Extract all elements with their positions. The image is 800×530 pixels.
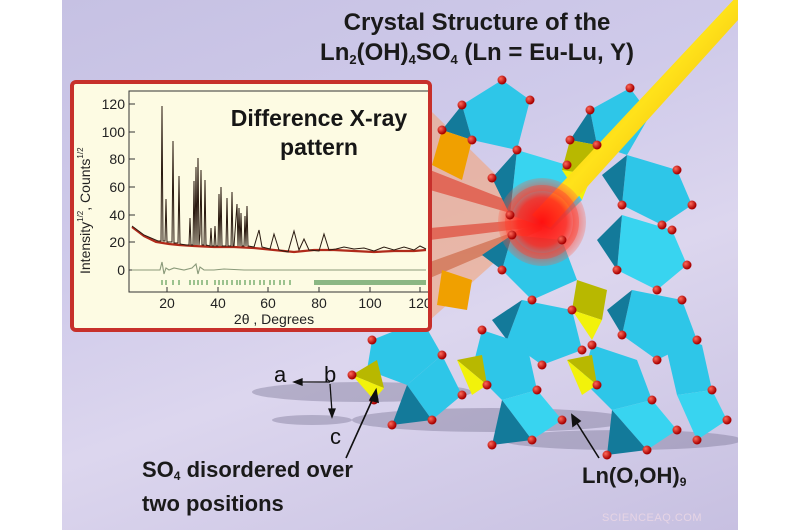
- axis-label-b: b: [324, 362, 337, 387]
- crystal-structure-art: [252, 0, 738, 460]
- axis-label-c: c: [330, 424, 341, 449]
- caption-so4: SO4 disordered over two positions: [142, 457, 353, 516]
- svg-text:40: 40: [210, 295, 226, 311]
- figure-title: Crystal Structure of the Ln2(OH)4SO4 (Ln…: [262, 8, 692, 75]
- svg-text:20: 20: [159, 295, 175, 311]
- svg-text:100: 100: [358, 295, 382, 311]
- svg-text:60: 60: [260, 295, 276, 311]
- caption-ln-polyhedra: Ln(O,OH)9: [582, 463, 687, 489]
- svg-text:40: 40: [109, 207, 125, 223]
- axis-label-a: a: [274, 362, 287, 387]
- svg-text:120: 120: [102, 96, 126, 112]
- y-axis-label: Intensity1/2, Counts1/2: [76, 147, 93, 274]
- svg-text:80: 80: [109, 151, 125, 167]
- inset-title: Difference X-ray pattern: [230, 105, 408, 160]
- difference-curve: [132, 261, 426, 275]
- reflection-markers: [161, 280, 291, 285]
- svg-text:0: 0: [117, 262, 125, 278]
- x-axis-label: 2θ , Degrees: [234, 311, 314, 327]
- svg-text:120: 120: [408, 295, 428, 311]
- svg-text:Intensity1/2, Counts1/2: Intensity1/2, Counts1/2: [76, 147, 93, 274]
- y-tick-labels: 120 100 80 60 40 20 0: [102, 96, 126, 278]
- x-ticks: [166, 287, 421, 292]
- svg-text:100: 100: [102, 124, 126, 140]
- xray-pattern-inset: 120 100 80 60 40 20 0 20 40 60 80 100 12…: [70, 80, 432, 332]
- observed-profile: [131, 105, 427, 253]
- watermark: SCIENCEAQ.COM: [602, 512, 703, 524]
- calculated-profile: [131, 226, 427, 254]
- beam-hit-glow: [498, 178, 586, 266]
- figure-canvas: Crystal Structure of the Ln2(OH)4SO4 (Ln…: [62, 0, 738, 530]
- xray-beam: [532, 0, 738, 228]
- svg-text:80: 80: [311, 295, 327, 311]
- reflection-markers-dense: [314, 280, 426, 285]
- sulfate-tetrahedra: [352, 130, 607, 400]
- xray-pattern-chart: 120 100 80 60 40 20 0 20 40 60 80 100 12…: [76, 90, 428, 327]
- svg-text:60: 60: [109, 179, 125, 195]
- y-ticks: [129, 103, 135, 271]
- title-line-1: Crystal Structure of the: [343, 9, 611, 36]
- axis-arrows: [292, 378, 336, 419]
- svg-text:20: 20: [109, 234, 125, 250]
- title-line-2: Ln2(OH)4SO4 (Ln = Eu-Lu, Y): [320, 39, 634, 67]
- x-tick-labels: 20 40 60 80 100 120: [159, 295, 428, 311]
- pointer-arrows: [345, 387, 600, 459]
